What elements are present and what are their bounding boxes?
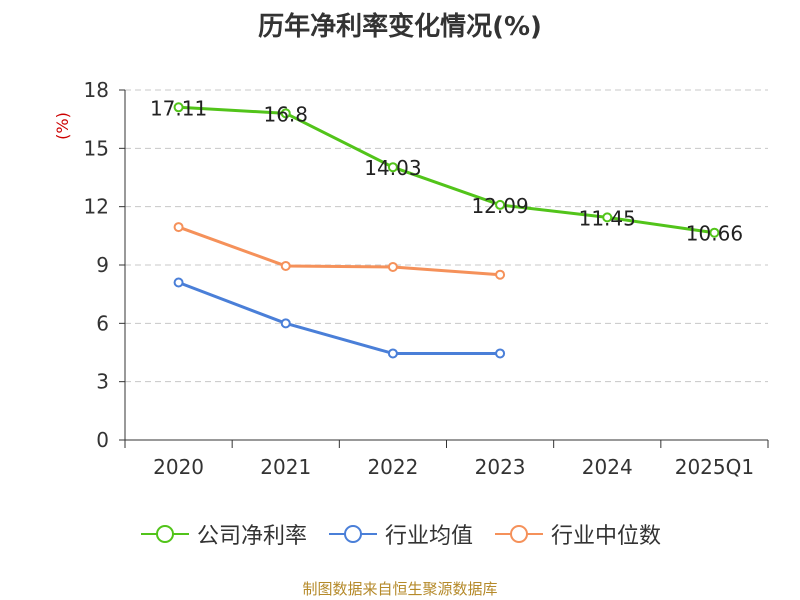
data-point[interactable] (495, 348, 506, 359)
data-point[interactable] (387, 348, 398, 359)
chart-legend: 公司净利率 行业均值 行业中位数 (0, 518, 800, 550)
y-tick-label: 18 (84, 78, 109, 102)
y-tick-label: 6 (96, 311, 109, 335)
data-point[interactable] (173, 277, 184, 288)
legend-label: 行业均值 (384, 524, 473, 549)
y-axis-label: (%) (53, 112, 72, 140)
data-label: 12.09 (471, 194, 528, 218)
data-point[interactable] (173, 222, 184, 233)
legend-item-company[interactable]: 公司净利率 (139, 518, 307, 550)
series-line-0 (178, 105, 715, 235)
data-label: 16.8 (263, 102, 308, 126)
y-tick-label: 3 (96, 370, 109, 394)
x-tick-label: 2025Q1 (675, 455, 754, 479)
y-tick-label: 0 (96, 428, 109, 452)
data-label: 14.03 (364, 156, 421, 180)
x-tick-label: 2021 (260, 455, 311, 479)
legend-marker-icon (328, 525, 377, 543)
data-label: 17.11 (150, 96, 207, 120)
legend-marker-icon (495, 525, 543, 543)
x-tick-label: 2023 (475, 455, 526, 479)
data-point[interactable] (387, 261, 398, 272)
data-point[interactable] (173, 102, 184, 113)
data-point[interactable] (495, 199, 506, 210)
legend-marker-icon (140, 525, 189, 543)
legend-item-industry-median[interactable]: 行业中位数 (493, 518, 661, 550)
y-tick-label: 12 (84, 195, 109, 219)
data-point[interactable] (495, 269, 506, 280)
x-tick-label: 2022 (367, 455, 418, 479)
data-label: 11.45 (579, 206, 636, 230)
source-note: 制图数据来自恒生聚源数据库 (302, 580, 498, 598)
data-point[interactable] (602, 212, 613, 223)
series-line-2 (178, 225, 501, 277)
data-label: 10.66 (686, 222, 743, 246)
chart-title: 历年净利率变化情况(%) (258, 12, 542, 42)
data-point[interactable] (709, 227, 720, 238)
legend-label: 公司净利率 (196, 524, 307, 549)
data-point[interactable] (280, 260, 291, 271)
legend-item-industry-avg[interactable]: 行业均值 (327, 518, 473, 550)
x-tick-label: 2020 (153, 455, 204, 479)
x-tick-label: 2024 (582, 455, 633, 479)
y-tick-label: 15 (84, 136, 109, 160)
data-point[interactable] (280, 318, 291, 329)
legend-label: 行业中位数 (551, 524, 662, 549)
y-tick-label: 9 (96, 253, 109, 277)
data-point[interactable] (280, 108, 291, 119)
series-line-1 (178, 281, 501, 355)
data-point[interactable] (387, 162, 398, 173)
